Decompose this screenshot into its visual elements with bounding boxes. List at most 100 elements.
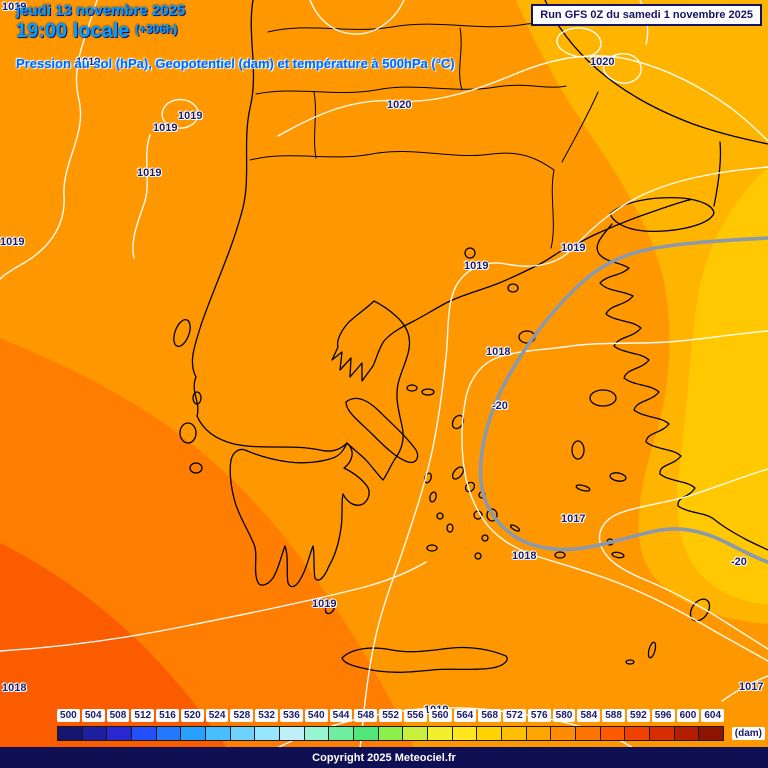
scale-value: 568 (478, 709, 502, 722)
scale-colorbar (57, 726, 724, 741)
scale-value: 604 (701, 709, 725, 722)
scale-value: 504 (81, 709, 105, 722)
scale-value: 500 (57, 709, 80, 722)
scale-value: 560 (428, 709, 452, 722)
border-greece-north (249, 150, 555, 171)
forecast-hour-offset: (+306h) (134, 22, 178, 36)
scale-value: 600 (676, 709, 700, 722)
island-kefalonia (179, 422, 197, 444)
island-astypalea (554, 551, 566, 559)
scale-value: 584 (577, 709, 601, 722)
scale-color-cell (625, 727, 650, 740)
isobar-1020-north (277, 55, 768, 142)
scale-color-cell (255, 727, 280, 740)
coast-turkey-aegean (596, 223, 768, 551)
field-high-geopotential-core (676, 168, 768, 605)
scale-color-cell (699, 727, 724, 740)
scale-color-cell (502, 727, 526, 740)
island-santorini (474, 552, 482, 560)
scale-value: 532 (255, 709, 279, 722)
scale-value: 528 (230, 709, 254, 722)
island-kythnos (429, 491, 437, 503)
island-skiathos (406, 384, 418, 392)
coast-black-sea (544, 0, 768, 145)
scale-color-cell (58, 727, 82, 740)
scale-value: 520 (180, 709, 204, 722)
scale-unit-label: (dam) (731, 727, 765, 740)
island-zakynthos (189, 462, 203, 474)
coastlines (173, 0, 768, 673)
isobar-1019-closed-loop (161, 98, 199, 129)
island-andros (451, 466, 465, 480)
island-kos (611, 551, 625, 559)
isobar-1019-east-long (357, 166, 768, 768)
scale-color-cell (600, 727, 625, 740)
island-sifnos (446, 523, 454, 533)
scale-value: 564 (453, 709, 477, 722)
scale-value: 576 (527, 709, 551, 722)
coast-chalkidiki-north-aegean (331, 199, 691, 382)
island-samos (609, 472, 627, 482)
scale-color-cell (403, 727, 428, 740)
coast-evia (345, 397, 419, 464)
scale-color-cell (477, 727, 502, 740)
scale-value: 508 (106, 709, 130, 722)
scale-value: 512 (131, 709, 155, 722)
border-serbia-bulgaria (459, 27, 463, 91)
scale-color-cell (576, 727, 600, 740)
scale-color-cell (452, 727, 477, 740)
scale-value: 544 (329, 709, 353, 722)
scale-value: 516 (156, 709, 179, 722)
forecast-time: 19:00 locale (+306h) (16, 20, 455, 43)
temp-contour-minus20-line (478, 236, 768, 564)
island-rhodes (689, 598, 711, 622)
island-milos (426, 544, 438, 552)
island-serifos (436, 512, 444, 520)
coast-peloponnese (229, 442, 370, 588)
island-kythira (324, 601, 336, 615)
border-greece-turkey (550, 169, 555, 249)
forecast-time-text: 19:00 locale (16, 20, 130, 42)
island-karpathos (647, 641, 657, 659)
island-ios (481, 534, 489, 542)
scale-color-cell (132, 727, 156, 740)
isobar-top-center (309, 0, 405, 35)
coast-west-balkans-greece (191, 0, 411, 481)
coast-marmara-sea (609, 196, 715, 233)
island-skopelos (421, 388, 435, 396)
country-borders (249, 22, 599, 249)
island-lefkada (192, 391, 202, 405)
scale-color-cell (181, 727, 206, 740)
scale-value: 592 (626, 709, 650, 722)
copyright-text: Copyright 2025 Meteociel.fr (312, 751, 456, 764)
scale-color-cell (82, 727, 107, 740)
scale-color-cell (428, 727, 452, 740)
forecast-date: jeudi 13 novembre 2025 (16, 2, 186, 19)
scale-value: 572 (503, 709, 526, 722)
scale-color-cell (329, 727, 354, 740)
island-corfu (173, 318, 191, 348)
coast-bosphorus (713, 141, 722, 207)
scale-color-cell (230, 727, 255, 740)
island-lesbos (589, 389, 617, 407)
scale-value: 596 (651, 709, 675, 722)
scale-value: 536 (280, 709, 303, 722)
island-chios (571, 440, 585, 460)
scale-color-cell (378, 727, 403, 740)
scale-color-cell (280, 727, 304, 740)
island-thasos (464, 247, 476, 259)
scale-color-cell (107, 727, 132, 740)
island-naxos (486, 508, 498, 522)
scale-value: 524 (205, 709, 229, 722)
coast-crete (341, 646, 508, 673)
scale-color-cell (206, 727, 230, 740)
scale-values-row: 500 504 508 512 516 520 524 528 532 536 540 544 548 5… (57, 709, 725, 722)
island-amorgos (509, 524, 521, 532)
scale-color-cell (304, 727, 329, 740)
run-info-box: Run GFS 0Z du samedi 1 novembre 2025 (531, 4, 762, 26)
scale-color-cell (650, 727, 674, 740)
copyright-bar: Copyright 2025 Meteociel.fr (0, 747, 768, 768)
scale-color-cell (156, 727, 181, 740)
